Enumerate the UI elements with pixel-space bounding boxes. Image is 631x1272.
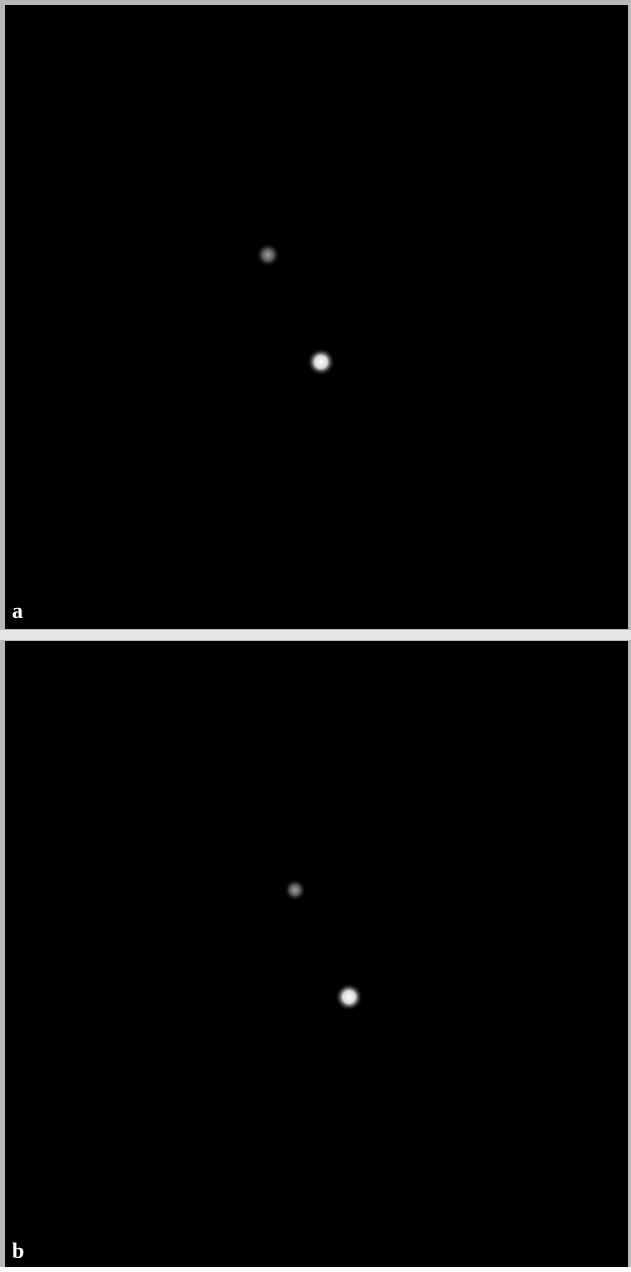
bright-spot	[307, 348, 335, 376]
separator	[0, 630, 631, 640]
panel-b: b	[5, 641, 628, 1267]
panel-label: b	[12, 1238, 24, 1263]
panel-label: a	[12, 598, 23, 623]
faint-spot	[284, 879, 306, 901]
panel-image	[5, 641, 628, 1267]
figure: a b	[0, 0, 631, 1267]
faint-spot	[256, 243, 280, 267]
panel-a: a	[5, 5, 628, 629]
bright-spot	[335, 983, 363, 1011]
panel-image	[5, 5, 628, 629]
